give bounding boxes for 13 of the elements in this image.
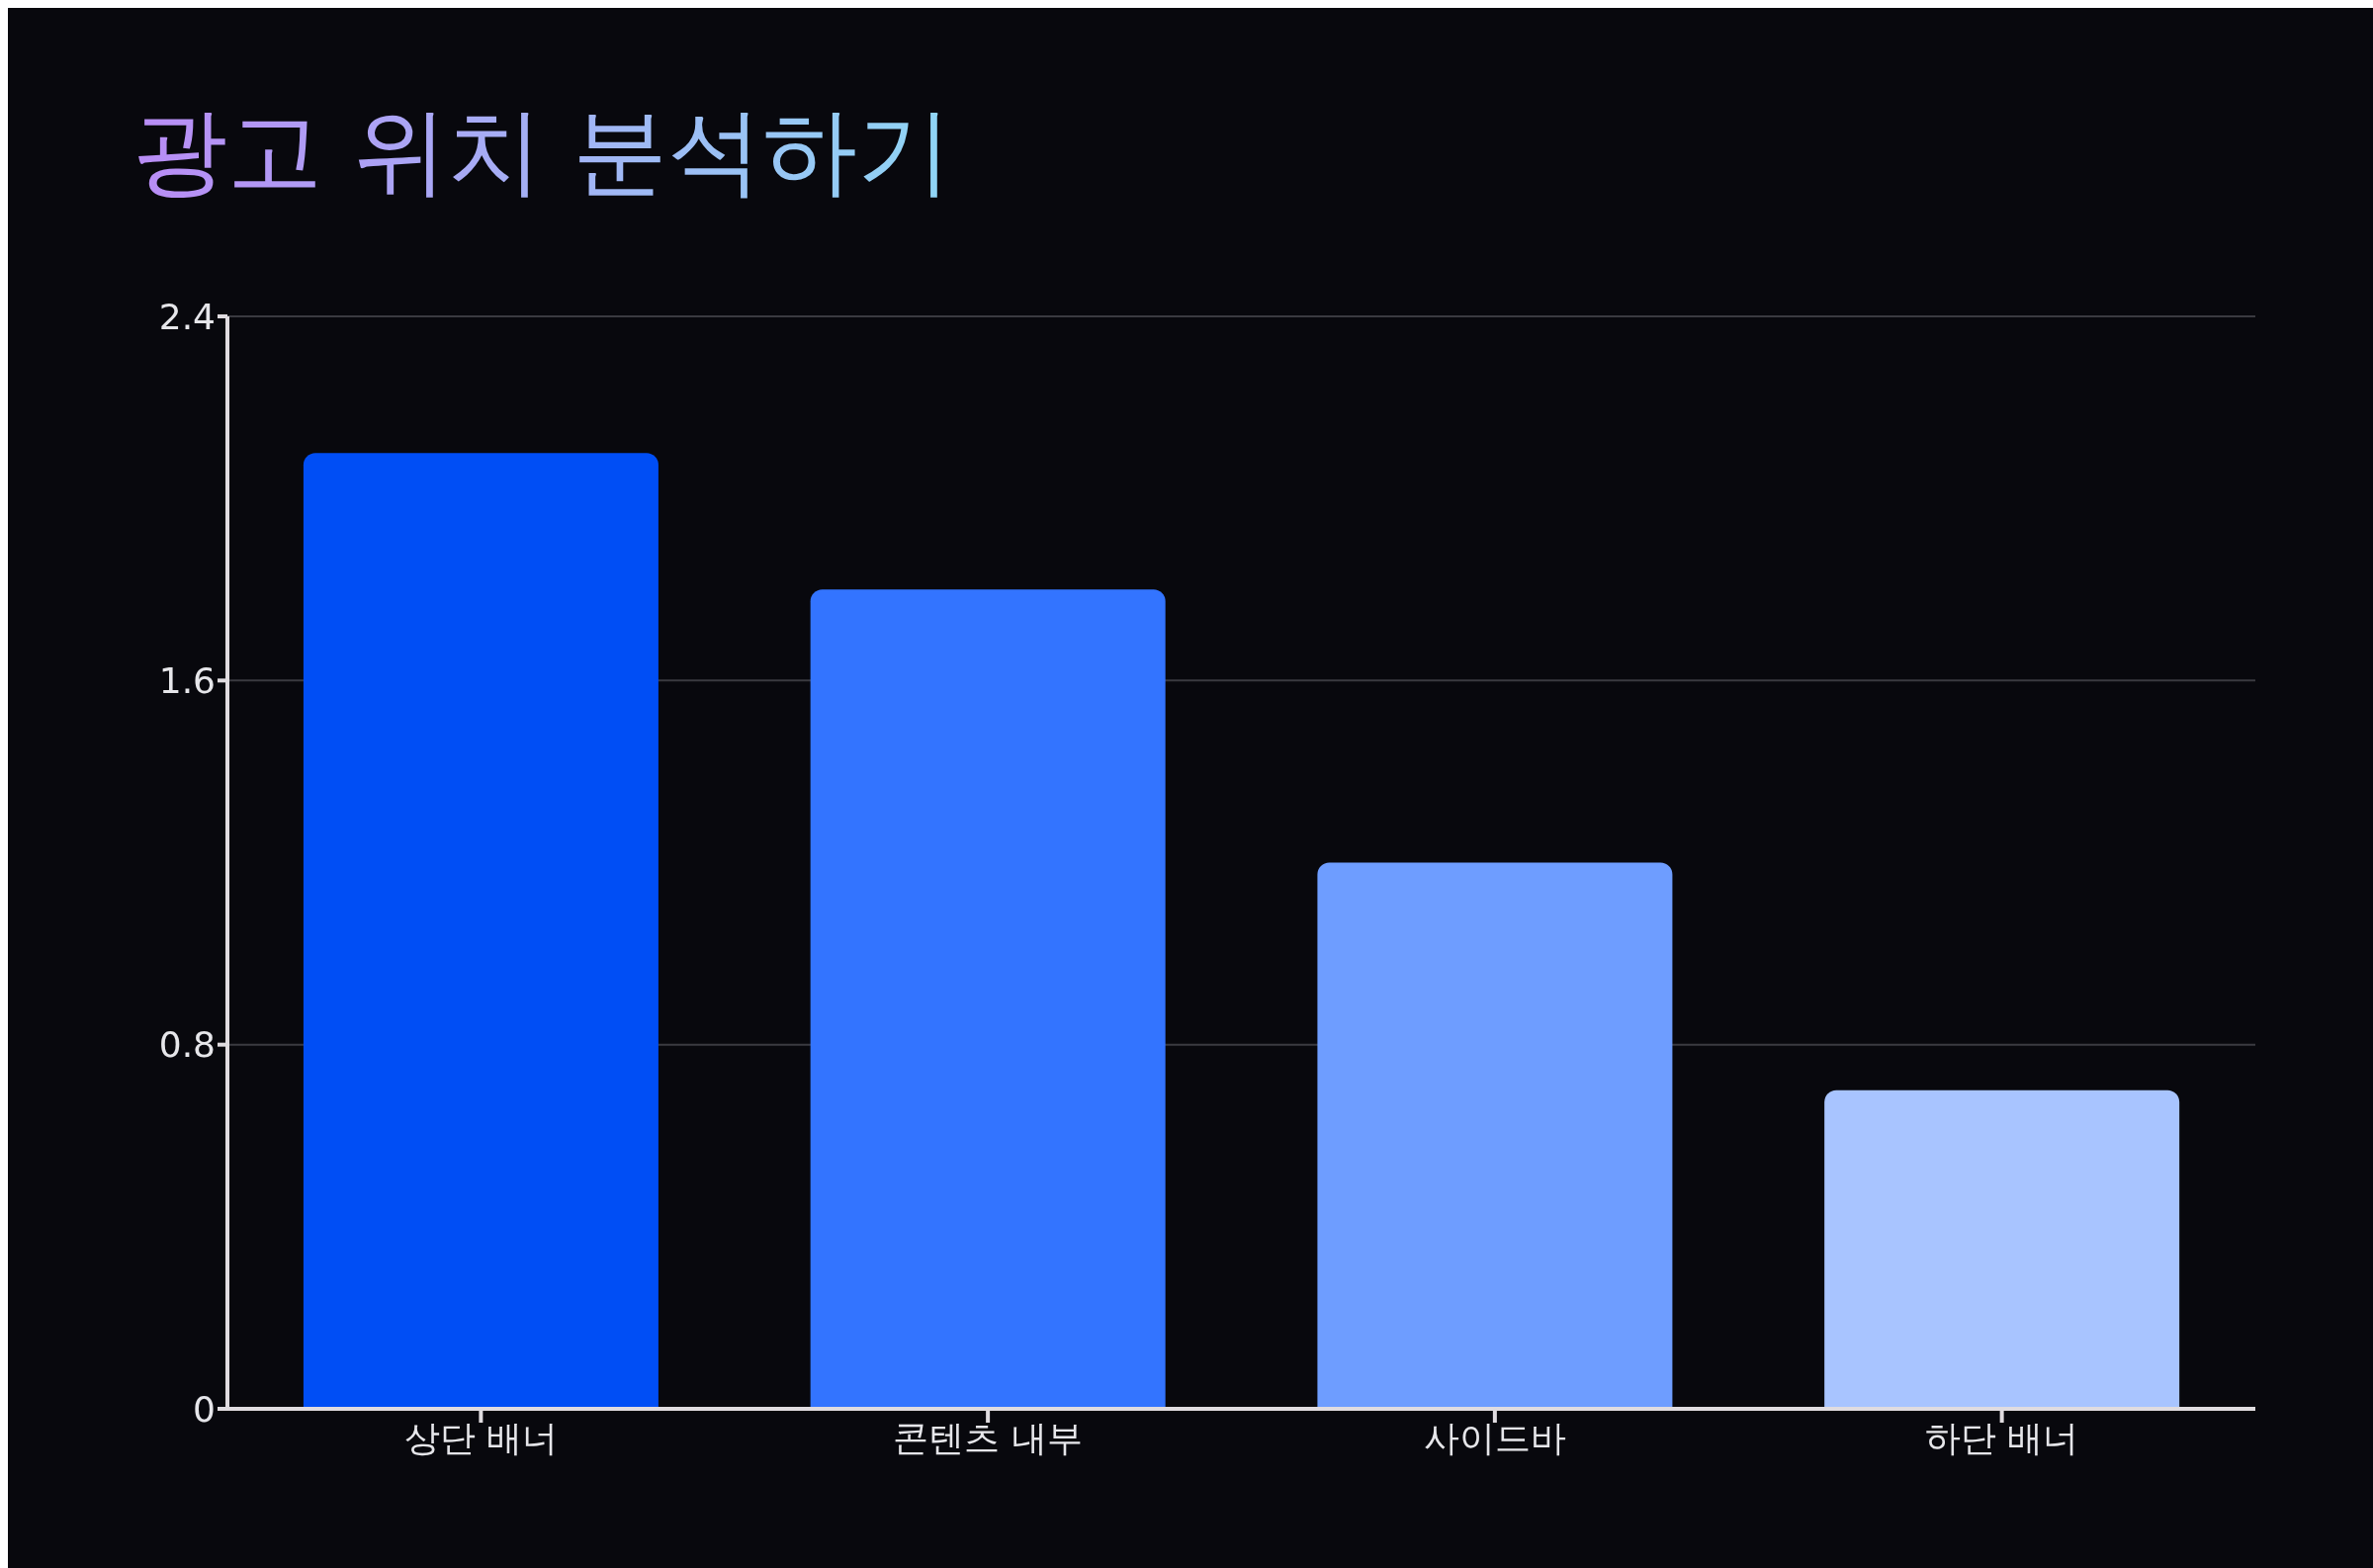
y-tick-label: 1.6 bbox=[158, 660, 216, 702]
bar bbox=[1317, 862, 1673, 1409]
chart-title: 광고 위치 분석하기 bbox=[132, 95, 953, 210]
x-tick-label: 사이드바 bbox=[1423, 1417, 1566, 1458]
bar bbox=[810, 589, 1166, 1409]
x-tick-label: 하단 배너 bbox=[1924, 1417, 2079, 1458]
y-tick-label: 0.8 bbox=[158, 1024, 216, 1066]
x-tick-label: 상단 배너 bbox=[403, 1417, 559, 1458]
y-tick-label: 0 bbox=[193, 1388, 216, 1430]
y-tick-label: 2.4 bbox=[158, 296, 216, 337]
bar bbox=[303, 453, 659, 1409]
bar bbox=[1824, 1089, 2180, 1409]
x-tick-label: 콘텐츠 내부 bbox=[893, 1417, 1083, 1458]
